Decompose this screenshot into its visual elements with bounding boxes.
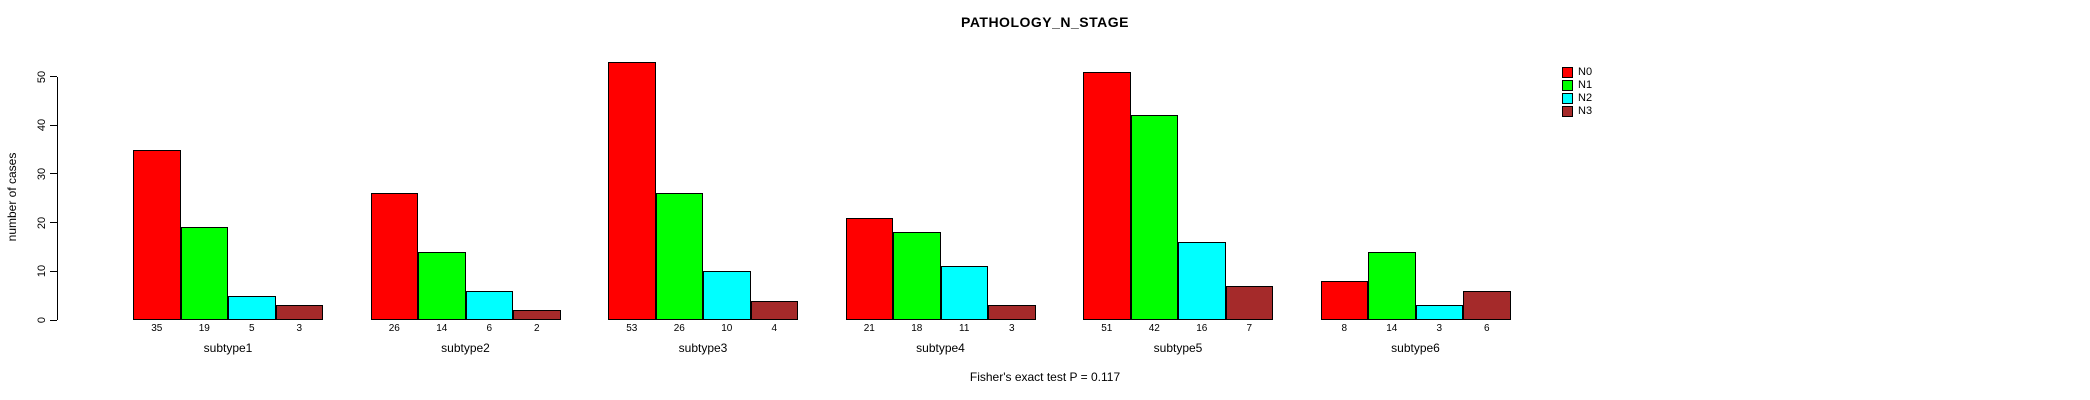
bar-value-label: 8 bbox=[1341, 323, 1348, 334]
bar-N2-subtype3 bbox=[703, 271, 751, 320]
bar-value-label: 19 bbox=[198, 323, 210, 334]
bar-N0-subtype5 bbox=[1083, 71, 1131, 320]
bar-N3-subtype3 bbox=[750, 300, 798, 320]
bar-value-label: 14 bbox=[436, 323, 448, 334]
legend-swatch-N3 bbox=[1562, 106, 1573, 117]
bar-value-label: 10 bbox=[721, 323, 733, 334]
bar-value-label: 51 bbox=[1101, 323, 1113, 334]
bar-N0-subtype6 bbox=[1320, 281, 1368, 320]
bar-N0-subtype3 bbox=[608, 61, 656, 320]
bar-value-label: 2 bbox=[533, 323, 540, 334]
bar-value-label: 5 bbox=[248, 323, 255, 334]
bar-N1-subtype4 bbox=[893, 232, 941, 320]
bar-N3-subtype5 bbox=[1225, 285, 1273, 320]
bar-value-label: 26 bbox=[388, 323, 400, 334]
bar-N2-subtype6 bbox=[1415, 305, 1463, 320]
y-axis-label: number of cases bbox=[5, 152, 19, 242]
bar-N2-subtype2 bbox=[465, 290, 513, 320]
legend-label-N3: N3 bbox=[1578, 105, 1593, 117]
bar-N3-subtype6 bbox=[1463, 290, 1511, 320]
y-tick-label: 0 bbox=[36, 316, 48, 324]
bar-value-label: 16 bbox=[1196, 323, 1208, 334]
bar-value-label: 6 bbox=[1483, 323, 1490, 334]
y-axis-tick bbox=[50, 124, 57, 126]
bar-N1-subtype6 bbox=[1368, 251, 1416, 320]
bar-N3-subtype4 bbox=[988, 305, 1036, 320]
annotation-text: Fisher's exact test P = 0.117 bbox=[969, 370, 1121, 384]
bar-value-label: 3 bbox=[1436, 323, 1443, 334]
category-label-subtype5: subtype5 bbox=[1153, 341, 1203, 355]
bar-N0-subtype1 bbox=[133, 149, 181, 320]
y-axis-tick bbox=[50, 76, 57, 77]
bar-value-label: 7 bbox=[1246, 323, 1253, 334]
bar-N2-subtype1 bbox=[228, 295, 276, 320]
bar-N0-subtype4 bbox=[845, 217, 893, 320]
y-tick-label: 40 bbox=[36, 119, 48, 132]
bar-N1-subtype3 bbox=[655, 193, 703, 320]
legend-swatch-N2 bbox=[1562, 93, 1573, 104]
bar-value-label: 42 bbox=[1148, 323, 1160, 334]
bar-N2-subtype5 bbox=[1178, 242, 1226, 320]
legend-label-N1: N1 bbox=[1578, 79, 1593, 91]
bar-N3-subtype2 bbox=[513, 310, 561, 320]
category-label-subtype1: subtype1 bbox=[203, 341, 253, 355]
bar-N1-subtype2 bbox=[418, 251, 466, 320]
legend-label-N2: N2 bbox=[1578, 92, 1593, 104]
y-axis-tick bbox=[50, 270, 57, 272]
chart-title: PATHOLOGY_N_STAGE bbox=[961, 14, 1129, 30]
y-axis-line bbox=[57, 76, 58, 320]
bar-value-label: 11 bbox=[959, 323, 970, 334]
bar-N0-subtype2 bbox=[370, 193, 418, 320]
bar-value-label: 18 bbox=[911, 323, 923, 334]
y-tick-label: 30 bbox=[36, 167, 48, 181]
category-label-subtype6: subtype6 bbox=[1391, 341, 1440, 355]
bar-value-label: 14 bbox=[1386, 323, 1398, 334]
category-label-subtype3: subtype3 bbox=[678, 341, 728, 355]
category-label-subtype4: subtype4 bbox=[916, 341, 965, 355]
bar-value-label: 53 bbox=[626, 323, 638, 334]
bar-N3-subtype1 bbox=[275, 305, 323, 320]
y-tick-label: 10 bbox=[36, 265, 48, 278]
legend-swatch-N0 bbox=[1562, 67, 1573, 78]
bar-value-label: 35 bbox=[151, 323, 163, 334]
bar-N1-subtype5 bbox=[1130, 115, 1178, 320]
y-tick-label: 20 bbox=[36, 216, 48, 229]
category-label-subtype2: subtype2 bbox=[441, 341, 490, 355]
bar-value-label: 3 bbox=[1008, 323, 1015, 334]
y-axis-tick bbox=[50, 173, 57, 175]
y-axis-tick bbox=[50, 222, 57, 224]
bar-value-label: 3 bbox=[296, 323, 303, 334]
y-tick-label: 50 bbox=[36, 70, 48, 83]
legend-swatch-N1 bbox=[1562, 80, 1573, 91]
bar-N2-subtype4 bbox=[940, 266, 988, 320]
bar-value-label: 6 bbox=[486, 323, 493, 334]
bar-value-label: 4 bbox=[771, 323, 778, 334]
bar-N1-subtype1 bbox=[180, 227, 228, 320]
legend-label-N0: N0 bbox=[1578, 66, 1593, 78]
bar-value-label: 21 bbox=[863, 323, 875, 334]
bar-value-label: 26 bbox=[673, 323, 685, 334]
y-axis-tick bbox=[50, 319, 57, 321]
